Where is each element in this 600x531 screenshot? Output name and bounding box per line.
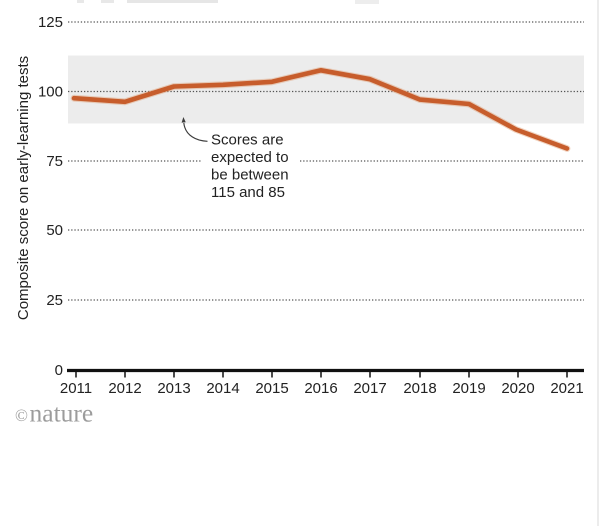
svg-text:2019: 2019 — [452, 380, 485, 397]
svg-text:Scores are: Scores are — [211, 132, 284, 149]
svg-text:50: 50 — [46, 222, 63, 239]
svg-text:2016: 2016 — [304, 380, 337, 397]
svg-text:100: 100 — [38, 84, 63, 101]
svg-text:2018: 2018 — [403, 380, 436, 397]
svg-text:2011: 2011 — [60, 380, 92, 397]
svg-text:115 and 85: 115 and 85 — [211, 184, 285, 201]
svg-text:2021: 2021 — [550, 380, 583, 397]
svg-text:expected to: expected to — [211, 149, 289, 166]
svg-text:2013: 2013 — [157, 380, 190, 397]
svg-text:2014: 2014 — [206, 380, 239, 397]
svg-text:0: 0 — [55, 362, 63, 379]
svg-text:be between: be between — [211, 167, 289, 184]
svg-text:2017: 2017 — [353, 380, 386, 397]
svg-text:Composite score on early-learn: Composite score on early-learning tests — [15, 56, 32, 320]
svg-text:©: © — [15, 406, 28, 425]
svg-text:25: 25 — [46, 292, 63, 309]
svg-text:2020: 2020 — [501, 380, 534, 397]
svg-text:nature: nature — [30, 399, 94, 428]
svg-text:2015: 2015 — [255, 380, 288, 397]
svg-text:2012: 2012 — [108, 380, 141, 397]
svg-text:125: 125 — [38, 14, 63, 31]
svg-text:75: 75 — [46, 153, 63, 170]
